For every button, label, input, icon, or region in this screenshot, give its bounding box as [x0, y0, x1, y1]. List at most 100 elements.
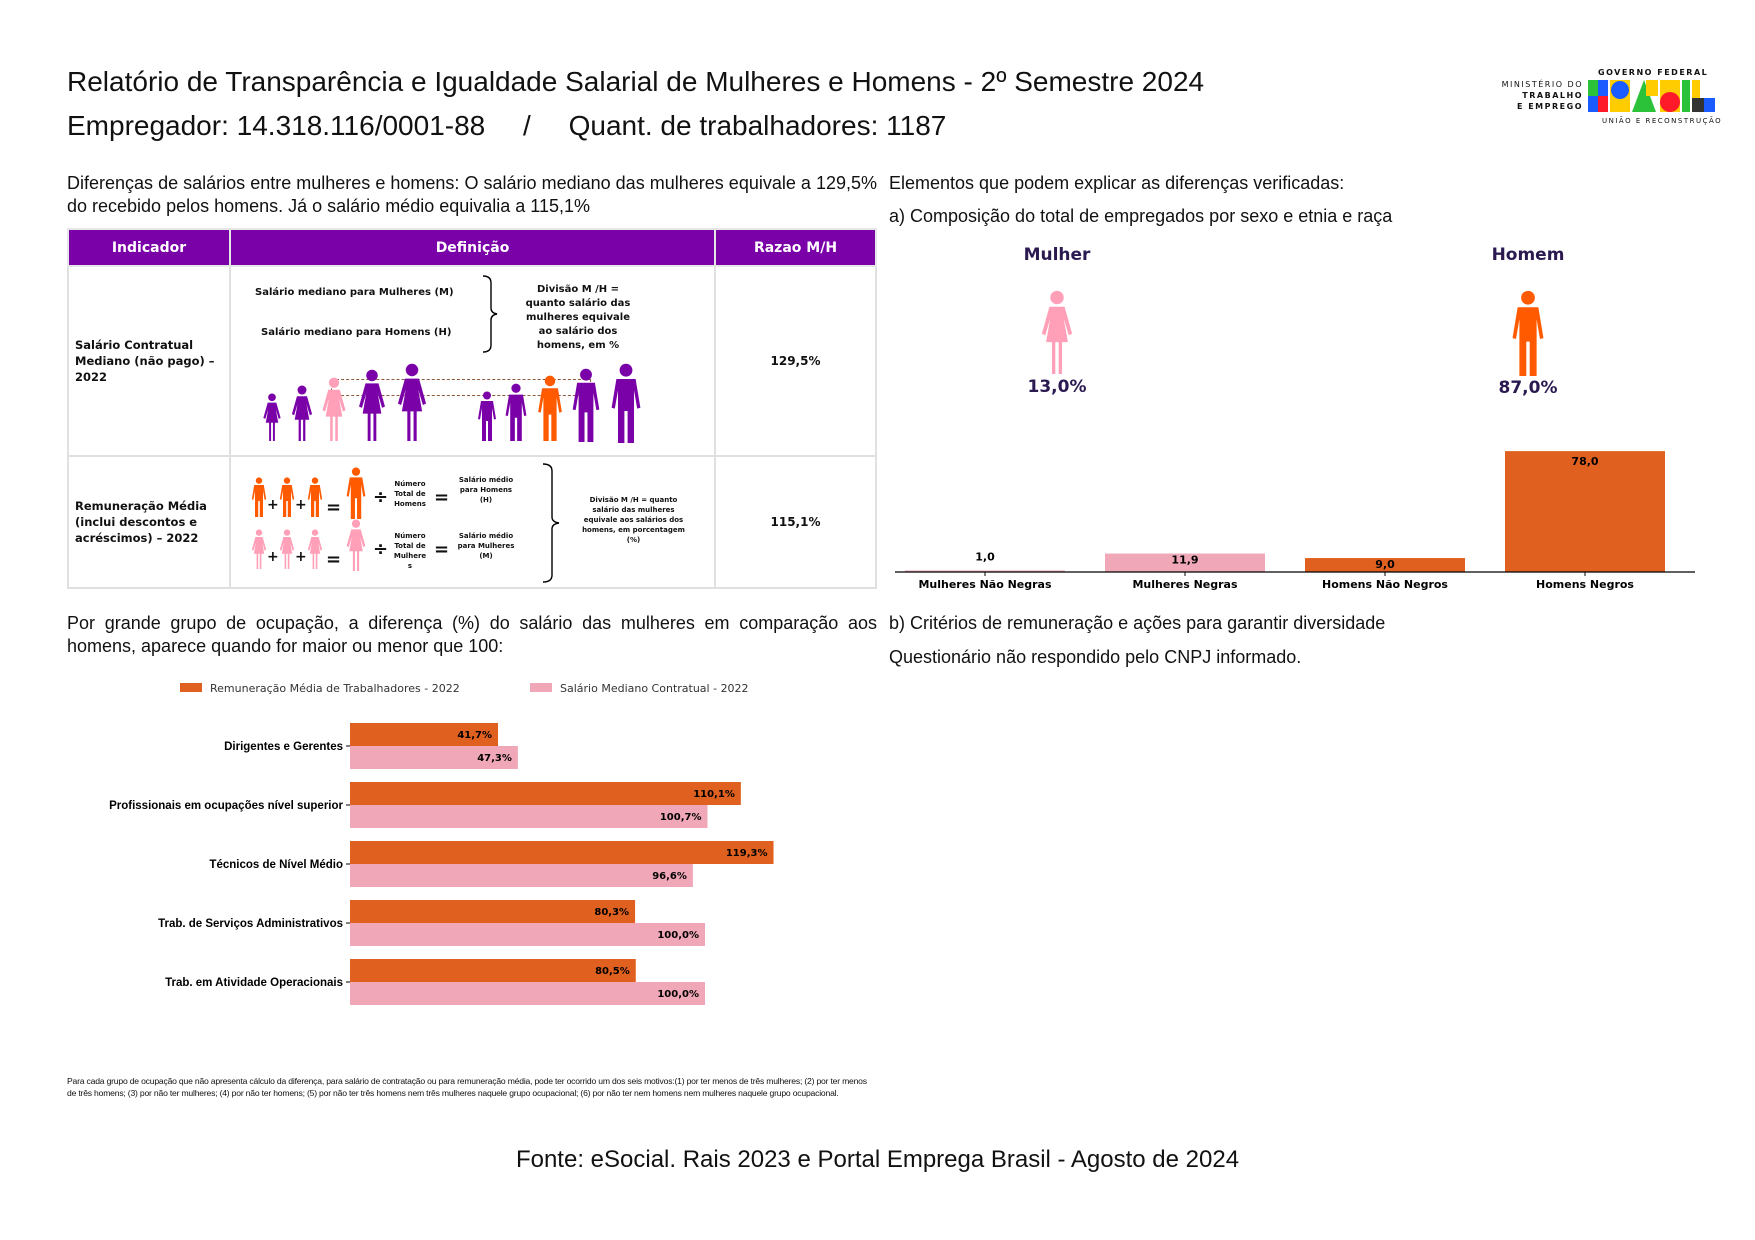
section-a-title: a) Composição do total de empregados por… — [889, 206, 1393, 226]
brasil-logo-icon — [1588, 80, 1715, 112]
legend-swatch — [180, 683, 202, 692]
man-icon — [505, 383, 527, 441]
category-label: Homens Não Negros — [1322, 578, 1448, 591]
logo-text: TRABALHO — [1522, 91, 1583, 100]
woman-icon — [346, 519, 366, 571]
plus-sign: + — [295, 497, 307, 513]
bar-value-label: 96,6% — [652, 871, 687, 882]
man-icon — [251, 477, 267, 517]
questionnaire-status: Questionário não respondido pelo CNPJ in… — [889, 647, 1302, 667]
footnote: Para cada grupo de ocupação que não apre… — [67, 1076, 867, 1098]
category-label: Trab. de Serviços Administrativos — [158, 918, 343, 930]
bar-value-label: 100,0% — [657, 989, 699, 1000]
bar-value-label: 119,3% — [726, 848, 768, 859]
man-icon — [611, 363, 641, 443]
equals-sign: = — [434, 487, 450, 508]
brace-icon — [543, 463, 560, 583]
category-label: Mulheres Negras — [1132, 578, 1237, 591]
woman-icon — [279, 529, 295, 569]
def-division: Divisão M /H = quanto salário das mulher… — [525, 284, 631, 351]
col-header-indicator: Indicador — [67, 228, 231, 267]
bar-value-label: 78,0 — [1571, 455, 1598, 468]
worker-count: Quant. de trabalhadores: 1187 — [568, 110, 947, 141]
bar — [1505, 451, 1665, 572]
divide-sign: ÷ — [373, 539, 389, 560]
category-label: Homens Negros — [1536, 578, 1634, 591]
women-result-label: Salário médio para Mulheres (M) — [457, 532, 515, 560]
category-label: Profissionais em ocupações nível superio… — [109, 800, 343, 812]
ethnicity-bar-chart: 1,0 Mulheres Não Negras 11,9 Mulheres Negra… — [895, 451, 1695, 591]
occupation-intro: Por grande grupo de ocupação, a diferenç… — [67, 613, 877, 656]
bar — [350, 864, 693, 887]
bar — [350, 746, 518, 769]
definition-cell: + + = ÷ = + + = ÷ = Número Total de Homens Salári… — [229, 455, 716, 589]
man-percentage: 87,0% — [1498, 378, 1558, 398]
category-label: Trab. em Atividade Operacionais — [165, 977, 343, 989]
bar — [350, 723, 499, 746]
ratio-cell: 115,1% — [714, 455, 877, 589]
bar — [905, 570, 1065, 572]
ratio-cell: 129,5% — [714, 265, 877, 457]
bar-value-label: 1,0 — [975, 550, 995, 563]
separator: / — [523, 110, 531, 141]
woman-icon — [251, 529, 267, 569]
plus-sign: + — [295, 549, 307, 565]
woman-icon — [263, 393, 281, 441]
plus-sign: + — [267, 549, 279, 565]
equals-sign: = — [434, 539, 450, 560]
woman-icon — [322, 377, 346, 441]
source-text: Fonte: eSocial. Rais 2023 e Portal Empre… — [515, 1146, 1240, 1173]
divide-sign: ÷ — [373, 487, 389, 508]
section-b-title: b) Critérios de remuneração e ações para… — [889, 613, 1386, 633]
government-logo: MINISTÉRIO DO TRABALHO E EMPREGO GOVERNO… — [1440, 62, 1721, 132]
def-division: Divisão M /H = quanto salário das mulher… — [582, 496, 685, 544]
logo-text: MINISTÉRIO DO — [1501, 80, 1583, 89]
bar — [350, 782, 741, 805]
man-icon — [346, 467, 366, 519]
woman-label: Mulher — [1023, 245, 1091, 265]
man-icon — [478, 391, 496, 441]
man-icon — [1512, 290, 1544, 376]
woman-icon — [307, 529, 323, 569]
man-icon — [279, 477, 295, 517]
table-row: Remuneração Média (inclui descontos e ac… — [67, 455, 877, 589]
bar — [350, 959, 636, 982]
bar-value-label: 9,0 — [1375, 558, 1395, 571]
logo-text: GOVERNO FEDERAL — [1598, 68, 1709, 77]
average-figures: + + = ÷ = + + = ÷ = — [231, 457, 716, 589]
bar-value-label: 11,9 — [1171, 554, 1198, 567]
bar-value-label: 100,0% — [657, 930, 699, 941]
bar-value-label: 80,3% — [594, 907, 629, 918]
page-title: Relatório de Transparência e Igualdade S… — [67, 66, 1205, 97]
man-icon — [572, 368, 600, 442]
bar-value-label: 41,7% — [457, 730, 492, 741]
col-header-definition: Definição — [229, 228, 716, 267]
def-men: Salário mediano para Homens (H) — [261, 327, 452, 338]
def-women: Salário mediano para Mulheres (M) — [255, 287, 454, 298]
woman-icon — [1041, 290, 1073, 374]
bar — [350, 900, 636, 923]
plus-sign: + — [267, 497, 279, 513]
equals-sign: = — [326, 497, 342, 518]
indicator-cell: Salário Contratual Mediano (não pago) – … — [67, 265, 231, 457]
bar — [350, 982, 705, 1005]
occupation-bar-chart: Remuneração Média de Trabalhadores - 202… — [109, 682, 774, 1005]
category-label: Mulheres Não Negras — [918, 578, 1052, 591]
man-icon — [307, 477, 323, 517]
men-count-label: Número Total de Homens — [394, 480, 426, 508]
legend-label: Salário Mediano Contratual - 2022 — [560, 682, 749, 695]
men-result-label: Salário médio para Homens (H) — [458, 476, 514, 504]
woman-icon — [359, 369, 385, 441]
bar-value-label: 100,7% — [660, 812, 702, 823]
category-label: Técnicos de Nível Médio — [209, 859, 343, 871]
employer-id: Empregador: 14.318.116/0001-88 — [67, 110, 486, 141]
man-icon — [538, 375, 562, 441]
bar — [1105, 553, 1265, 572]
logo-text: E EMPREGO — [1516, 102, 1583, 111]
bar-value-label: 80,5% — [595, 966, 630, 977]
equals-sign: = — [326, 549, 342, 570]
bar-value-label: 110,1% — [693, 789, 735, 800]
indicator-table: Indicador Definição Razao M/H Salário Co… — [67, 228, 877, 589]
woman-icon — [291, 385, 313, 441]
category-label: Dirigentes e Gerentes — [224, 741, 343, 753]
